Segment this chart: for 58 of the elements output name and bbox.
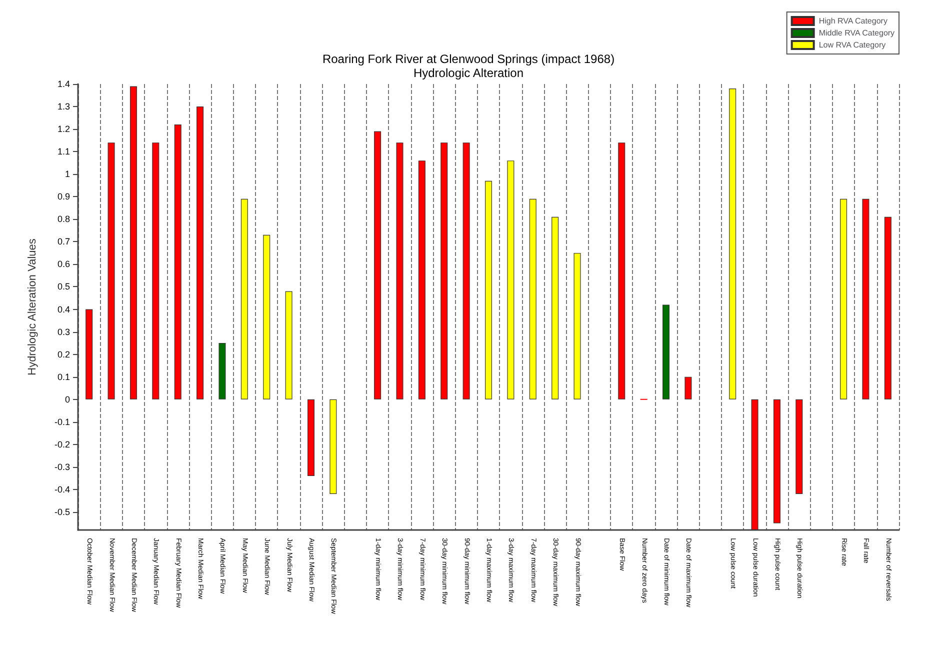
bar <box>307 399 314 476</box>
bar <box>285 291 292 400</box>
y-tick-label: 0.2 <box>57 349 70 360</box>
bar <box>418 160 426 400</box>
bar <box>330 399 337 494</box>
y-tick-label: -0.1 <box>54 416 70 427</box>
y-tick-label: 1.1 <box>57 146 70 157</box>
y-tick-label: 0 <box>64 394 70 404</box>
bar <box>796 399 803 494</box>
y-tick-label: 0.6 <box>57 259 70 270</box>
bar <box>196 106 204 400</box>
bar <box>440 142 448 400</box>
bar <box>618 142 626 400</box>
y-tick-label: 0.1 <box>57 372 70 382</box>
legend-label: Low RVA Category <box>818 40 886 50</box>
y-tick-label: 0.4 <box>57 304 70 314</box>
chart-title: Roaring Fork River at Glenwood Springs (impact 1968) <box>322 52 615 66</box>
bar <box>529 198 536 400</box>
bar <box>396 142 404 400</box>
y-axis-title: Hydrologic Alteration Values <box>26 238 38 376</box>
legend-label: High RVA Category <box>818 16 888 26</box>
bar <box>684 376 692 400</box>
bar <box>108 142 115 400</box>
y-tick-label: -0.3 <box>54 462 70 472</box>
bar <box>263 234 270 400</box>
bar <box>485 180 492 400</box>
y-tick-label: 0.9 <box>57 192 70 202</box>
bar <box>374 131 382 400</box>
chart-subtitle: Hydrologic Alteration <box>413 66 524 80</box>
bar <box>218 343 226 400</box>
y-tick-label: 0.5 <box>57 282 70 292</box>
bar <box>862 198 870 400</box>
bar <box>751 399 758 530</box>
bar <box>174 124 182 400</box>
y-tick-label: -0.2 <box>54 439 70 450</box>
bar <box>840 198 848 400</box>
bar <box>86 309 93 400</box>
y-tick-label: 1 <box>64 169 70 180</box>
bar <box>884 216 892 400</box>
y-tick-label: -0.4 <box>54 484 70 494</box>
bar <box>574 252 581 400</box>
bar <box>662 304 670 400</box>
y-tick-label: 0.8 <box>57 214 70 224</box>
y-tick-label: 1.3 <box>57 102 70 112</box>
legend-label: Middle RVA Category <box>818 28 895 38</box>
y-tick-label: 1.2 <box>57 124 70 134</box>
bar <box>130 86 137 400</box>
bar <box>507 160 514 400</box>
y-tick-label: -0.5 <box>54 506 70 517</box>
bar <box>729 88 736 400</box>
bar <box>773 399 780 524</box>
bar <box>240 198 248 400</box>
bar <box>552 216 559 400</box>
y-tick-label: 0.3 <box>57 326 70 337</box>
bar <box>462 142 470 400</box>
y-tick-label: 0.7 <box>57 236 70 247</box>
y-tick-label: 1.4 <box>57 79 70 89</box>
bar <box>152 142 160 400</box>
